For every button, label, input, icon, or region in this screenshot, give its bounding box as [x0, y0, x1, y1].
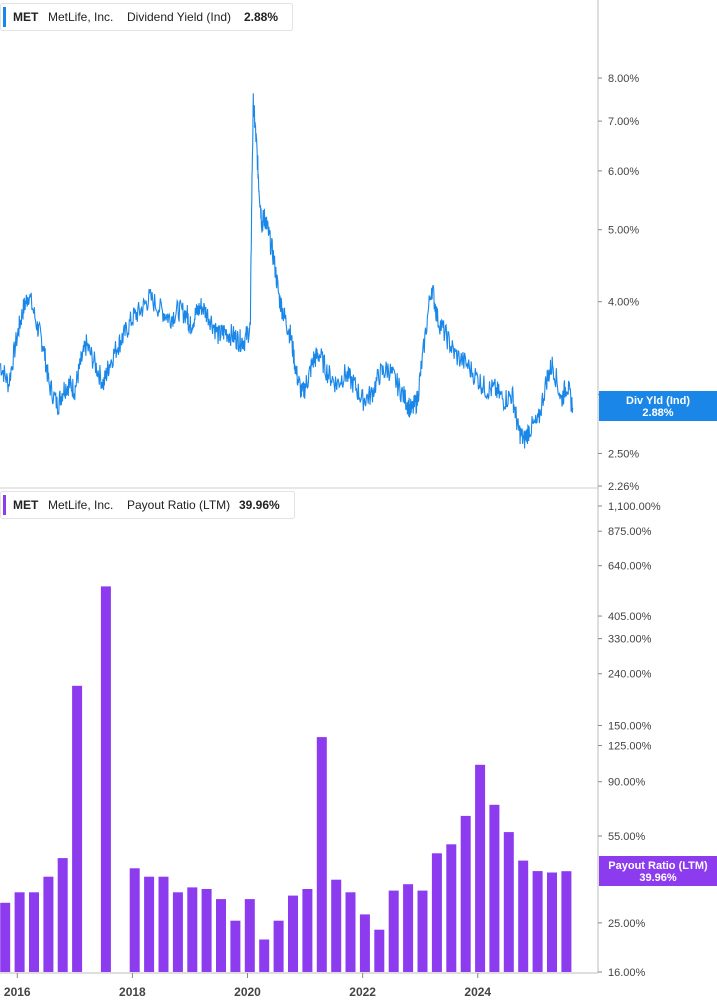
payout-bar [216, 899, 226, 972]
payout-bar [345, 892, 356, 972]
yield-y-tick-label: 5.00% [608, 225, 639, 237]
payout-bar [201, 889, 212, 972]
payout-bar [446, 844, 457, 972]
payout-bar [187, 887, 198, 972]
payout-bar [230, 920, 241, 972]
payout-bar [302, 889, 313, 972]
yield-current-tag-label: Div Yld (Ind) [626, 395, 690, 407]
payout-bar [547, 872, 557, 972]
payout-bar [72, 685, 83, 972]
payout-bar [431, 853, 442, 972]
yield-legend-company: MetLife, Inc. [48, 10, 113, 24]
payout-bar [359, 914, 370, 972]
x-tick-label: 2024 [464, 985, 491, 999]
yield-current-tag: Div Yld (Ind) 2.88% [599, 391, 717, 421]
x-tick-label: 2020 [234, 985, 261, 999]
payout-bar [288, 895, 298, 972]
x-tick-label: 2018 [119, 985, 146, 999]
payout-bar [0, 902, 11, 972]
payout-y-tick-label: 875.00% [608, 526, 652, 538]
payout-bar [331, 879, 342, 972]
payout-y-tick-label: 1,100.00% [608, 501, 661, 513]
payout-bar [273, 920, 284, 972]
yield-legend-swatch [3, 7, 6, 27]
yield-current-tag-box [599, 391, 717, 421]
yield-legend: MET MetLife, Inc. Dividend Yield (Ind) 2… [0, 3, 293, 31]
payout-y-tick-label: 405.00% [608, 611, 652, 623]
yield-y-tick-label: 8.00% [608, 73, 639, 85]
payout-current-tag: Payout Ratio (LTM) 39.96% [599, 856, 717, 886]
yield-series-line [0, 93, 574, 449]
payout-bar [244, 899, 255, 972]
payout-bar [460, 815, 471, 972]
yield-legend-ticker: MET [13, 10, 39, 24]
payout-y-tick-label: 125.00% [608, 741, 652, 753]
yield-y-tick-label: 2.26% [608, 481, 639, 493]
payout-bar [417, 890, 428, 972]
payout-bar [100, 586, 111, 972]
yield-current-tag-value: 2.88% [642, 407, 673, 419]
payout-y-tick-label: 240.00% [608, 669, 652, 681]
yield-y-tick-label: 6.00% [608, 166, 639, 178]
payout-legend-swatch [3, 495, 6, 515]
payout-y-axis: 1,100.00% 875.00% 640.00% 405.00% 330.00% 240… [598, 501, 661, 979]
payout-bar [43, 876, 54, 972]
payout-bar [489, 804, 500, 972]
yield-y-tick-label: 4.00% [608, 297, 639, 309]
payout-y-tick-label: 16.00% [608, 967, 646, 979]
payout-bar [14, 892, 25, 972]
payout-bar [57, 858, 68, 972]
payout-bar [316, 737, 327, 972]
payout-bar [518, 860, 529, 972]
payout-y-tick-label: 90.00% [608, 777, 646, 789]
payout-current-tag-box [599, 856, 717, 886]
yield-y-tick-label: 7.00% [608, 116, 639, 128]
payout-current-tag-value: 39.96% [639, 872, 677, 884]
payout-bar [503, 832, 514, 972]
payout-legend-company: MetLife, Inc. [48, 498, 113, 512]
payout-bar [158, 876, 169, 972]
payout-current-tag-label: Payout Ratio (LTM) [608, 860, 708, 872]
payout-legend-metric: Payout Ratio (LTM) [127, 498, 230, 512]
payout-legend-ticker: MET [13, 498, 39, 512]
yield-legend-box [0, 3, 293, 31]
payout-bar [29, 892, 39, 972]
payout-legend-value: 39.96% [239, 498, 280, 512]
payout-bar [388, 890, 399, 972]
payout-legend-box [0, 491, 295, 519]
payout-bar [374, 929, 385, 972]
payout-bar [532, 871, 543, 972]
payout-y-tick-label: 330.00% [608, 634, 652, 646]
payout-plot-area [0, 586, 572, 972]
payout-y-tick-label: 55.00% [608, 831, 646, 843]
yield-plot-area [0, 93, 574, 449]
yield-legend-metric: Dividend Yield (Ind) [127, 10, 231, 24]
payout-bar [129, 868, 140, 972]
x-tick-label: 2016 [4, 985, 31, 999]
payout-bar [561, 871, 572, 972]
x-axis: 2016 2018 2020 2022 2024 [4, 973, 491, 999]
payout-y-tick-label: 25.00% [608, 918, 646, 930]
payout-bar [403, 884, 414, 972]
payout-bar [144, 876, 155, 972]
yield-y-tick-label: 2.50% [608, 448, 639, 460]
payout-bar [172, 892, 183, 972]
x-tick-label: 2022 [349, 985, 376, 999]
payout-bar [475, 764, 486, 972]
yield-legend-value: 2.88% [244, 10, 278, 24]
yield-y-axis: 8.00%7.00%6.00%5.00%4.00%3.00%2.50%2.26% [598, 73, 639, 493]
payout-y-tick-label: 640.00% [608, 561, 652, 573]
payout-bar [259, 939, 270, 972]
payout-legend: MET MetLife, Inc. Payout Ratio (LTM) 39.… [0, 491, 295, 519]
payout-y-tick-label: 150.00% [608, 720, 652, 732]
